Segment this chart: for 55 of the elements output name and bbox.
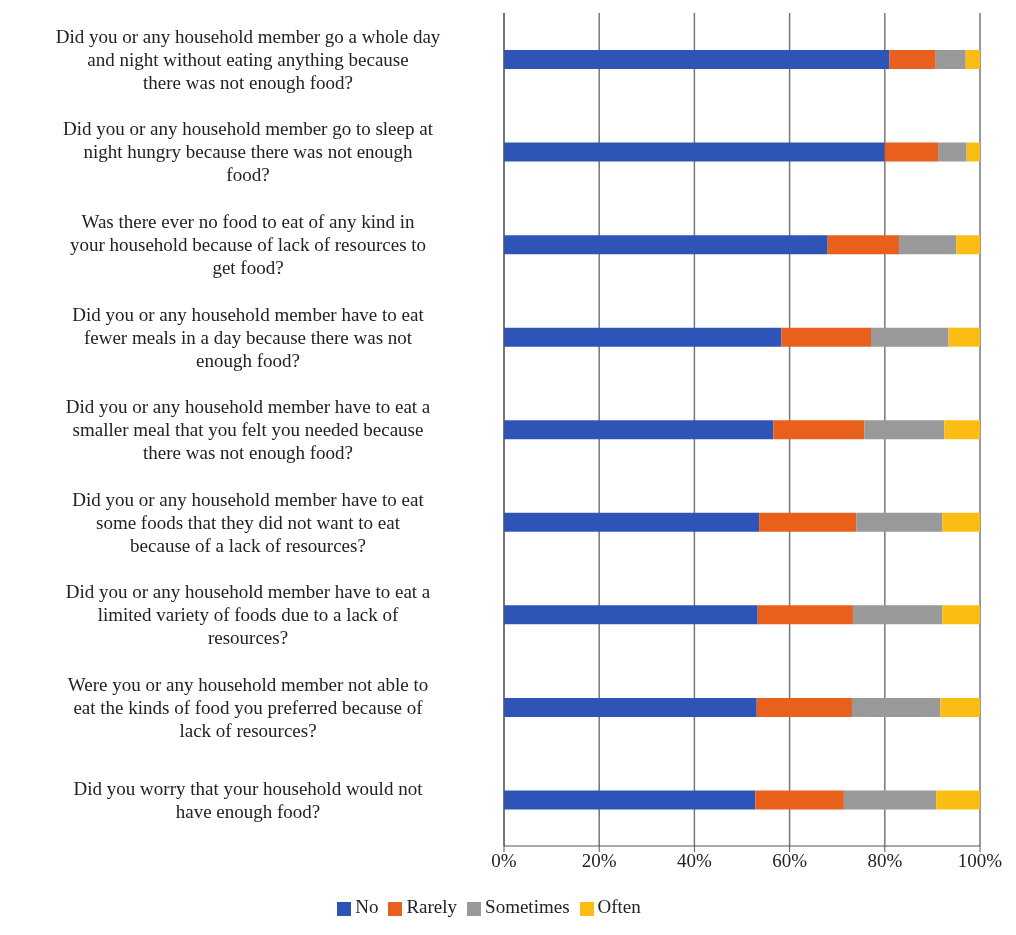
bar: [504, 142, 885, 162]
bar: [884, 142, 939, 162]
bar: [944, 420, 980, 440]
bar: [889, 50, 936, 70]
bar: [757, 605, 853, 625]
bar: [504, 50, 890, 70]
y-tick-label: Did you or any household member have to eat fewer meals in a day because there was not enough food?: [72, 303, 425, 371]
y-tick-label: Did you or any household member go to sleep at night hungry because there was not enough food?: [63, 118, 434, 186]
bar: [948, 327, 980, 347]
bar: [938, 142, 967, 162]
bar: [843, 790, 937, 810]
bar: [942, 605, 980, 625]
legend-label: Often: [597, 896, 641, 917]
bar: [773, 420, 865, 440]
bar: [504, 697, 757, 717]
bar: [936, 790, 980, 810]
x-tick-label: 60%: [772, 850, 808, 872]
bar: [756, 697, 852, 717]
x-tick-label: 100%: [957, 850, 1003, 872]
bar: [965, 50, 980, 70]
bar: [827, 235, 900, 255]
y-tick-label: Did you or any household member have to eat a smaller meal that you felt you needed because there was not enough food?: [65, 396, 431, 464]
bar: [781, 327, 871, 347]
bar: [504, 605, 758, 625]
bar: [899, 235, 957, 255]
legend-label: Sometimes: [485, 896, 570, 917]
bar: [851, 697, 941, 717]
bar: [504, 327, 782, 347]
bar: [956, 235, 980, 255]
y-tick-label: Did you or any household member go a whole day and night without eating anything because there was not enough food?: [55, 25, 441, 93]
y-tick-label: Did you or any household member have to eat a limited variety of foods due to a lack of resources?: [65, 581, 431, 649]
bar: [504, 235, 828, 255]
y-tick-label: Did you worry that your household would not have enough food?: [73, 777, 424, 822]
x-tick-label: 40%: [676, 850, 712, 872]
bar: [852, 605, 943, 625]
bar: [759, 512, 857, 532]
bar: [504, 420, 774, 440]
bar: [856, 512, 943, 532]
bar: [864, 420, 945, 440]
bar: [935, 50, 966, 70]
legend-label: Rarely: [406, 896, 458, 917]
bar: [755, 790, 844, 810]
bar: [942, 512, 980, 532]
x-tick-label: 20%: [581, 850, 617, 872]
x-tick-label: 80%: [867, 850, 903, 872]
bar: [504, 790, 756, 810]
y-tick-label: Were you or any household member not able to eat the kinds of food you preferred because of lack of resources?: [67, 673, 429, 741]
y-tick-label: Was there ever no food to eat of any kind in your household because of lack of resources to get food?: [69, 211, 427, 279]
bar: [871, 327, 949, 347]
bar: [940, 697, 980, 717]
bar: [504, 512, 760, 532]
y-tick-label: Did you or any household member have to eat some foods that they did not want to eat because of a lack of resources?: [72, 488, 425, 556]
legend-label: No: [355, 896, 379, 917]
bar: [966, 142, 980, 162]
x-tick-label: 0%: [491, 850, 517, 872]
